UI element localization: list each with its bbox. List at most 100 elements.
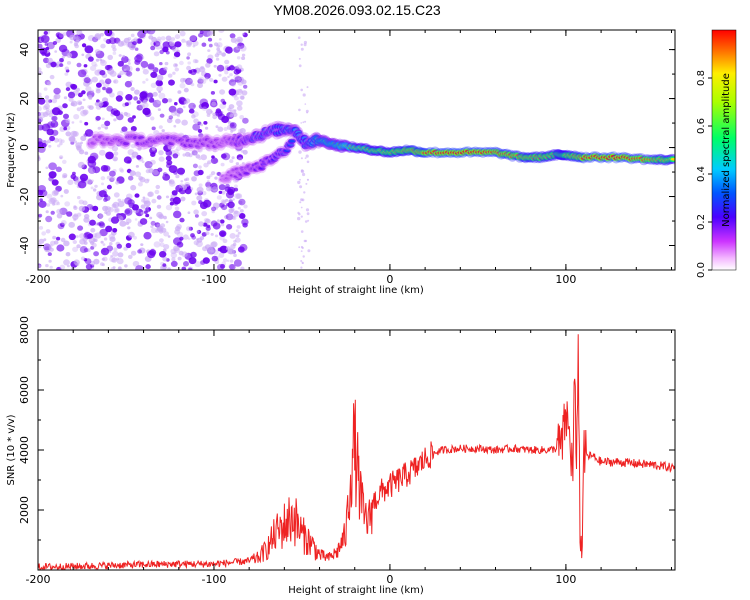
noise-point: [241, 56, 246, 60]
noise-point: [305, 208, 310, 212]
noise-point: [47, 57, 53, 64]
noise-point: [162, 98, 168, 104]
noise-point: [224, 70, 229, 75]
noise-point: [86, 204, 94, 210]
noise-point: [199, 98, 208, 107]
noise-point: [45, 229, 51, 234]
noise-point: [83, 248, 89, 253]
noise-point: [300, 43, 303, 46]
noise-point: [159, 132, 163, 136]
noise-point: [192, 163, 198, 169]
noise-point: [108, 37, 117, 45]
noise-point: [157, 167, 163, 173]
noise-point: [135, 165, 139, 168]
noise-point: [110, 254, 113, 258]
noise-point: [203, 162, 209, 168]
noise-point: [45, 166, 49, 170]
noise-point: [153, 241, 161, 248]
noise-point: [114, 108, 117, 111]
snr-xlabel: Height of straight line (km): [288, 585, 424, 596]
noise-point: [298, 246, 301, 249]
noise-point: [80, 110, 88, 117]
snr-series-line: [38, 334, 675, 570]
noise-point: [207, 159, 212, 165]
noise-point: [81, 53, 85, 57]
noise-point: [243, 84, 248, 89]
noise-point: [183, 105, 186, 109]
noise-point: [224, 215, 229, 220]
noise-point: [70, 130, 78, 137]
noise-point: [102, 243, 106, 246]
noise-point: [217, 112, 223, 117]
noise-point: [236, 105, 243, 111]
noise-point: [38, 112, 42, 117]
noise-point: [96, 82, 102, 88]
noise-point: [119, 70, 125, 76]
noise-point: [134, 193, 140, 198]
noise-point: [105, 211, 111, 216]
noise-point: [66, 61, 72, 65]
noise-point: [221, 152, 231, 161]
noise-point: [203, 121, 208, 125]
noise-point: [94, 184, 98, 188]
noise-point: [239, 115, 245, 120]
noise-point: [214, 53, 220, 58]
noise-point: [117, 198, 122, 202]
noise-point: [105, 78, 112, 85]
noise-point: [63, 259, 70, 266]
noise-point: [87, 94, 93, 100]
noise-point: [136, 104, 143, 111]
noise-point: [66, 211, 73, 217]
noise-point: [165, 220, 169, 224]
noise-point: [121, 199, 125, 203]
noise-point: [147, 250, 156, 259]
noise-point: [142, 196, 146, 199]
noise-point: [63, 126, 68, 131]
noise-point: [192, 123, 201, 131]
noise-point: [133, 96, 139, 101]
noise-point: [239, 128, 246, 134]
noise-point: [235, 234, 240, 238]
noise-point: [173, 51, 181, 58]
noise-point: [53, 87, 61, 95]
noise-point: [241, 32, 245, 36]
noise-point: [233, 74, 240, 81]
noise-point: [62, 103, 68, 109]
noise-point: [238, 198, 246, 206]
noise-point: [160, 227, 167, 233]
noise-point: [115, 181, 120, 185]
noise-point: [144, 178, 150, 184]
noise-point: [194, 192, 198, 196]
noise-point: [105, 87, 113, 94]
noise-point: [158, 156, 165, 162]
y-tick-label: 6000: [18, 376, 31, 404]
noise-point: [177, 167, 185, 175]
noise-point: [94, 49, 101, 55]
noise-point: [38, 67, 42, 72]
noise-point: [233, 187, 239, 192]
noise-point: [54, 50, 58, 53]
noise-point: [103, 237, 108, 241]
noise-point: [66, 52, 73, 58]
spectral-ridge: [85, 120, 675, 166]
snr-plot-area: [38, 334, 675, 570]
noise-point: [233, 239, 237, 243]
noise-point: [61, 55, 65, 59]
noise-point: [142, 99, 148, 104]
noise-point: [140, 243, 144, 247]
ridge-core: [200, 142, 207, 146]
noise-point: [85, 86, 92, 92]
noise-point: [38, 141, 44, 148]
noise-point: [99, 58, 103, 62]
noise-point: [149, 163, 153, 167]
noise-point: [116, 258, 124, 265]
noise-point: [204, 72, 211, 79]
noise-point: [204, 77, 209, 81]
noise-point: [63, 240, 70, 247]
noise-point: [229, 73, 233, 77]
noise-point: [302, 121, 305, 124]
noise-point: [301, 198, 305, 202]
noise-point: [72, 246, 79, 253]
noise-point: [202, 199, 212, 208]
